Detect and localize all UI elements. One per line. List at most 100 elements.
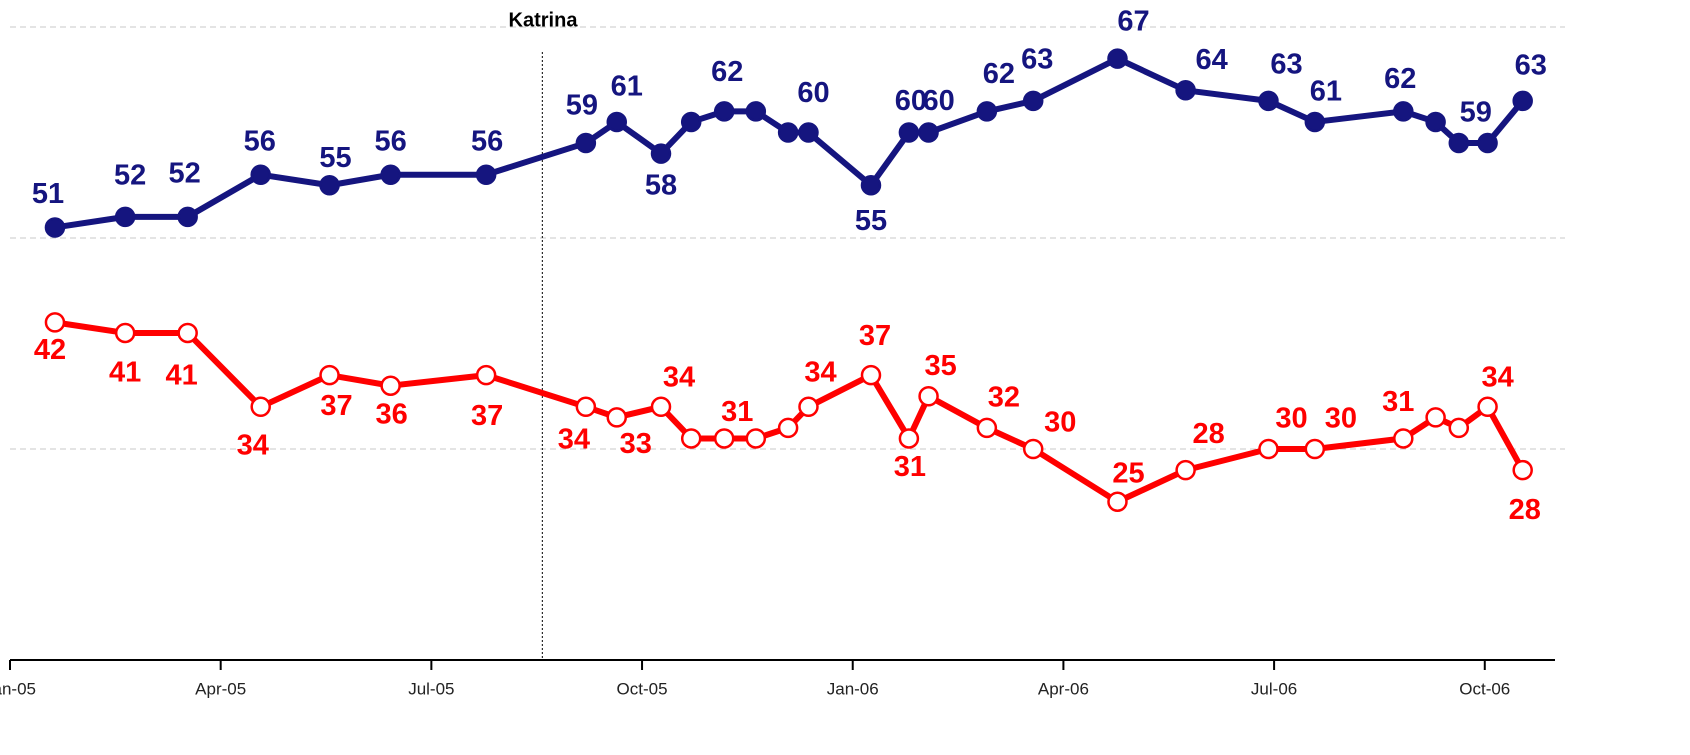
data-label: 31 [721, 396, 753, 428]
data-label: 60 [895, 85, 927, 117]
marker [680, 111, 702, 133]
data-label: 41 [166, 360, 198, 392]
data-label: 59 [566, 90, 598, 122]
data-label: 32 [988, 382, 1020, 414]
x-tick-label: Apr-06 [1038, 679, 1089, 698]
marker [1107, 491, 1128, 512]
marker [44, 217, 66, 238]
marker [250, 164, 271, 185]
marker [1477, 132, 1498, 154]
x-tick-label: Jan-06 [827, 679, 879, 698]
marker [976, 417, 998, 439]
marker [898, 428, 920, 449]
data-label: 28 [1192, 418, 1224, 450]
marker [114, 322, 136, 344]
marker [976, 101, 998, 122]
x-tick-label: Jul-06 [1251, 679, 1297, 698]
data-label: 42 [34, 334, 66, 366]
marker [606, 111, 628, 133]
marker [1512, 90, 1533, 112]
marker [650, 396, 672, 418]
data-label: 31 [1382, 386, 1414, 418]
data-label: 37 [471, 400, 503, 432]
marker [319, 175, 340, 196]
x-tick-label: Oct-06 [1459, 679, 1510, 698]
data-label: 25 [1112, 457, 1144, 489]
data-label: 34 [663, 361, 695, 393]
marker [1393, 428, 1414, 449]
data-label: 61 [1310, 76, 1342, 108]
x-tick-label: Jan-05 [0, 679, 36, 698]
marker [380, 375, 401, 396]
marker [44, 312, 66, 333]
data-label: 52 [114, 160, 146, 192]
data-label: 35 [924, 350, 956, 382]
marker [606, 407, 628, 428]
marker [745, 101, 767, 122]
marker [1448, 132, 1470, 154]
marker [1304, 438, 1326, 460]
marker [177, 322, 198, 344]
data-label: 63 [1515, 50, 1547, 82]
data-label: 28 [1509, 494, 1541, 526]
data-label: 60 [922, 85, 954, 117]
marker [250, 396, 271, 418]
marker [898, 122, 920, 143]
data-label: 55 [319, 142, 351, 174]
data-label: 56 [244, 125, 276, 157]
marker [745, 428, 767, 449]
marker [1022, 438, 1044, 460]
data-label: 63 [1270, 49, 1302, 81]
marker [1258, 90, 1279, 112]
data-label: 62 [983, 58, 1015, 90]
marker [177, 206, 198, 228]
marker [777, 122, 799, 143]
marker [680, 428, 702, 449]
data-label: 62 [1384, 63, 1416, 95]
marker [713, 101, 735, 122]
marker [798, 122, 819, 143]
data-label: 31 [894, 451, 926, 483]
marker [650, 143, 672, 164]
data-label: 60 [797, 77, 829, 109]
data-label: 34 [1481, 361, 1513, 393]
data-label: 37 [859, 320, 891, 352]
marker [918, 386, 939, 407]
marker [777, 417, 799, 439]
data-label: 59 [1460, 97, 1492, 129]
data-label: 56 [471, 125, 503, 157]
marker [575, 132, 597, 154]
marker [713, 428, 735, 449]
data-label: 34 [237, 429, 269, 461]
marker [1304, 111, 1326, 133]
marker [1512, 459, 1533, 481]
marker [380, 164, 401, 185]
annotation: Katrina [509, 9, 579, 31]
marker [1425, 111, 1446, 133]
x-tick-label: Oct-05 [617, 679, 668, 698]
data-label: 33 [620, 428, 652, 460]
marker [475, 164, 497, 185]
data-label: 55 [855, 205, 887, 237]
marker [1022, 90, 1044, 112]
marker [1175, 80, 1196, 101]
marker [1393, 101, 1414, 122]
data-label: 62 [711, 56, 743, 88]
data-label: 34 [558, 423, 590, 455]
data-label: 41 [109, 357, 141, 389]
data-label: 67 [1117, 5, 1149, 37]
data-label: 51 [32, 178, 64, 210]
marker [1258, 438, 1279, 460]
data-label: 63 [1021, 44, 1053, 76]
marker [1175, 459, 1196, 481]
marker [319, 364, 340, 386]
data-label: 61 [611, 71, 643, 103]
data-label: 30 [1044, 407, 1076, 439]
marker [860, 364, 882, 386]
data-label: 34 [804, 356, 836, 388]
marker [1107, 48, 1128, 69]
data-label: 56 [374, 125, 406, 157]
data-label: 52 [169, 158, 201, 190]
marker [798, 396, 819, 418]
marker [918, 122, 939, 143]
